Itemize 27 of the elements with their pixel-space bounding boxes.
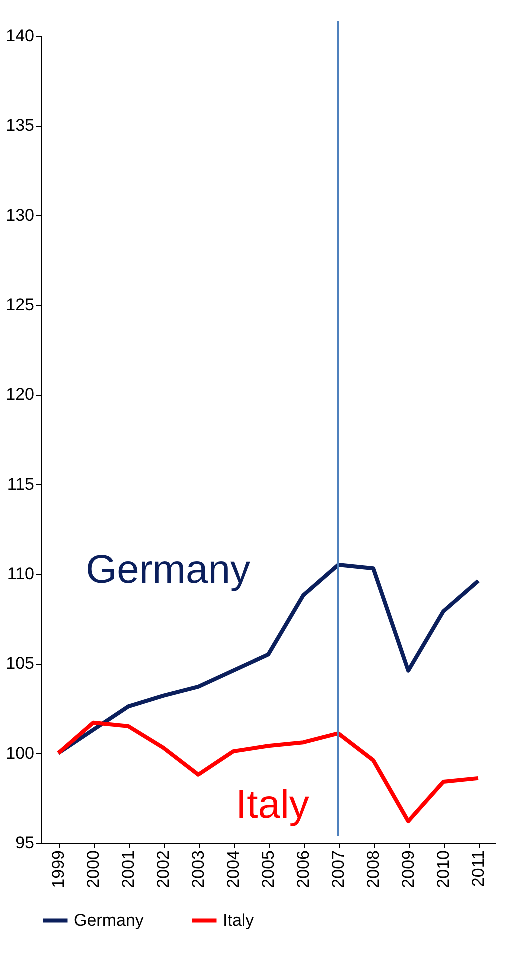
y-tick-label: 140: [6, 26, 34, 46]
legend-label: Germany: [74, 910, 144, 930]
x-tick-label: 2001: [119, 850, 138, 888]
y-tick-label: 115: [7, 474, 34, 494]
legend-label: Italy: [223, 910, 255, 930]
y-tick-label: 110: [7, 564, 34, 584]
y-tick-label: 95: [16, 834, 34, 852]
x-tick-label: 2011: [469, 850, 488, 888]
x-tick-label: 2000: [84, 850, 103, 888]
x-tick-label: 2007: [329, 850, 348, 888]
y-tick-label: 135: [6, 116, 34, 136]
x-tick-label: 2002: [154, 850, 173, 888]
x-tick-label: 2006: [294, 850, 313, 888]
annotation: Italy: [236, 783, 310, 827]
y-tick-label: 100: [6, 744, 34, 763]
x-tick-label: 2003: [189, 850, 208, 888]
x-tick-label: 2009: [399, 850, 418, 888]
annotation: Germany: [86, 548, 250, 592]
x-tick-label: 2008: [364, 850, 383, 888]
y-tick-label: 130: [6, 206, 34, 225]
y-tick-label: 125: [6, 296, 34, 314]
x-tick-label: 2010: [434, 850, 453, 888]
y-tick-label: 105: [6, 654, 34, 674]
y-tick-label: 120: [6, 385, 34, 404]
x-tick-label: 2005: [259, 850, 278, 888]
x-tick-label: 1999: [49, 850, 68, 888]
x-tick-label: 2004: [224, 850, 243, 888]
